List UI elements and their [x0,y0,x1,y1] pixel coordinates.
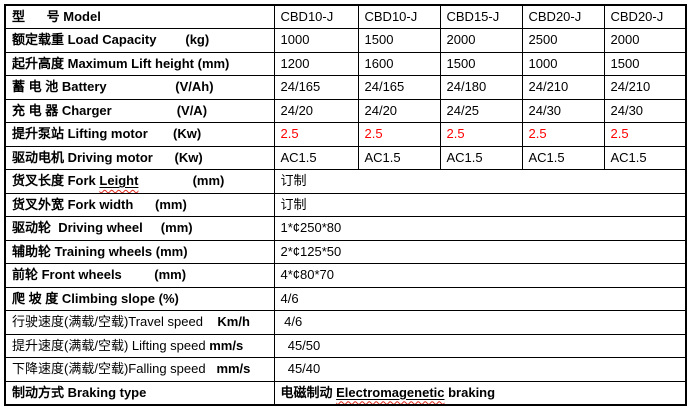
lifting-motor-value: 2.5 [439,122,523,147]
falling-speed-unit: mm/s [216,361,251,377]
row-label-driving-motor: 驱动电机 Driving motor (Kw) [4,145,275,171]
climbing-slope-value: 4/6 [273,286,687,312]
row-label-lifting-motor: 提升泵站 Lifting motor (Kw) [4,122,275,147]
lift-height-value: 1600 [357,51,441,77]
row-front-wheels: 前轮 Front wheels (mm) 4*¢80*70 [4,263,687,288]
row-fork-width: 货叉外宽 Fork width (mm) 订制 [4,192,687,218]
fork-length-value: 订制 [273,169,687,194]
driving-motor-value: AC1.5 [357,145,441,171]
fork-length-misspelled-word: Leight [99,173,139,189]
driving-motor-value: AC1.5 [521,145,605,171]
row-braking-type: 制动方式 Braking type 电磁制动 Electromagenetic … [4,380,687,406]
lifting-speed-label: 提升速度(满载/空载) Lifting speed [12,337,210,353]
load-capacity-value: 2000 [439,28,523,53]
row-label-lifting-speed: 提升速度(满载/空载) Lifting speed mm/s [4,333,275,359]
row-label-fork-length: 货叉长度 Fork Leight (mm) [4,169,275,194]
battery-value: 24/210 [521,75,605,100]
fork-width-value: 订制 [273,192,687,218]
braking-misspelled-word: Electromagenetic [336,384,445,400]
lifting-motor-value: 2.5 [521,122,605,147]
load-capacity-value: 1000 [273,28,359,53]
driving-motor-value: AC1.5 [603,145,687,171]
lift-height-value: 1200 [273,51,359,77]
charger-value: 24/30 [603,98,687,124]
travel-speed-label: 行驶速度(满载/空载)Travel speed [12,314,218,330]
battery-value: 24/180 [439,75,523,100]
row-label-climbing-slope: 爬 坡 度 Climbing slope (%) [4,286,275,312]
forklift-spec-table: 型 号 Model CBD10-J CBD10-J CBD15-J CBD20-… [4,4,687,406]
lift-height-value: 1500 [603,51,687,77]
lift-height-value: 1000 [521,51,605,77]
model-value: CBD15-J [439,4,523,30]
battery-value: 24/210 [603,75,687,100]
row-climbing-slope: 爬 坡 度 Climbing slope (%) 4/6 [4,286,687,312]
braking-value-en: braking [444,384,496,400]
braking-type-value: 电磁制动 Electromagenetic braking [273,380,687,406]
driving-wheel-value: 1*¢250*80 [273,216,687,241]
row-battery: 蓄 电 池 Battery (V/Ah) 24/165 24/165 24/18… [4,75,687,100]
load-capacity-value: 2000 [603,28,687,53]
row-label-model: 型 号 Model [4,4,275,30]
row-charger: 充 电 器 Charger (V/A) 24/20 24/20 24/25 24… [4,98,687,124]
battery-value: 24/165 [357,75,441,100]
charger-value: 24/20 [273,98,359,124]
row-falling-speed: 下降速度(满载/空载)Falling speed mm/s 45/40 [4,357,687,382]
row-label-fork-width: 货叉外宽 Fork width (mm) [4,192,275,218]
travel-speed-unit: Km/h [217,314,250,330]
row-driving-motor: 驱动电机 Driving motor (Kw) AC1.5 AC1.5 AC1.… [4,145,687,171]
load-capacity-value: 2500 [521,28,605,53]
lifting-motor-value: 2.5 [603,122,687,147]
lift-height-value: 1500 [439,51,523,77]
row-label-driving-wheel: 驱动轮 Driving wheel (mm) [4,216,275,241]
lifting-speed-value: 45/50 [273,333,687,359]
row-label-charger: 充 电 器 Charger (V/A) [4,98,275,124]
model-value: CBD10-J [357,4,441,30]
training-wheels-value: 2*¢125*50 [273,239,687,265]
row-training-wheels: 辅助轮 Training wheels (mm) 2*¢125*50 [4,239,687,265]
model-value: CBD10-J [273,4,359,30]
row-label-falling-speed: 下降速度(满载/空载)Falling speed mm/s [4,357,275,382]
row-label-braking-type: 制动方式 Braking type [4,380,275,406]
row-lifting-speed: 提升速度(满载/空载) Lifting speed mm/s 45/50 [4,333,687,359]
row-lifting-motor: 提升泵站 Lifting motor (Kw) 2.5 2.5 2.5 2.5 … [4,122,687,147]
charger-value: 24/25 [439,98,523,124]
row-fork-length: 货叉长度 Fork Leight (mm) 订制 [4,169,687,194]
row-label-travel-speed: 行驶速度(满载/空载)Travel speed Km/h [4,310,275,335]
row-label-front-wheels: 前轮 Front wheels (mm) [4,263,275,288]
battery-value: 24/165 [273,75,359,100]
row-label-battery: 蓄 电 池 Battery (V/Ah) [4,75,275,100]
model-value: CBD20-J [521,4,605,30]
lifting-motor-value: 2.5 [357,122,441,147]
row-model: 型 号 Model CBD10-J CBD10-J CBD15-J CBD20-… [4,4,687,30]
row-driving-wheel: 驱动轮 Driving wheel (mm) 1*¢250*80 [4,216,687,241]
charger-value: 24/20 [357,98,441,124]
model-value: CBD20-J [603,4,687,30]
row-label-training-wheels: 辅助轮 Training wheels (mm) [4,239,275,265]
travel-speed-value: 4/6 [273,310,687,335]
lifting-speed-unit: mm/s [209,337,244,353]
braking-value-zh: 电磁制动 [280,384,337,400]
row-label-load-capacity: 额定载重 Load Capacity (kg) [4,28,275,53]
front-wheels-value: 4*¢80*70 [273,263,687,288]
row-label-lift-height: 起升高度 Maximum Lift height (mm) [4,51,275,77]
row-load-capacity: 额定载重 Load Capacity (kg) 1000 1500 2000 2… [4,28,687,53]
row-lift-height: 起升高度 Maximum Lift height (mm) 1200 1600 … [4,51,687,77]
fork-length-label-unit: (mm) [138,173,225,189]
driving-motor-value: AC1.5 [273,145,359,171]
charger-value: 24/30 [521,98,605,124]
falling-speed-value: 45/40 [273,357,687,382]
falling-speed-label: 下降速度(满载/空载)Falling speed [12,361,217,377]
fork-length-label-pre: 货叉长度 Fork [12,173,100,189]
driving-motor-value: AC1.5 [439,145,523,171]
lifting-motor-value: 2.5 [273,122,359,147]
load-capacity-value: 1500 [357,28,441,53]
row-travel-speed: 行驶速度(满载/空载)Travel speed Km/h 4/6 [4,310,687,335]
